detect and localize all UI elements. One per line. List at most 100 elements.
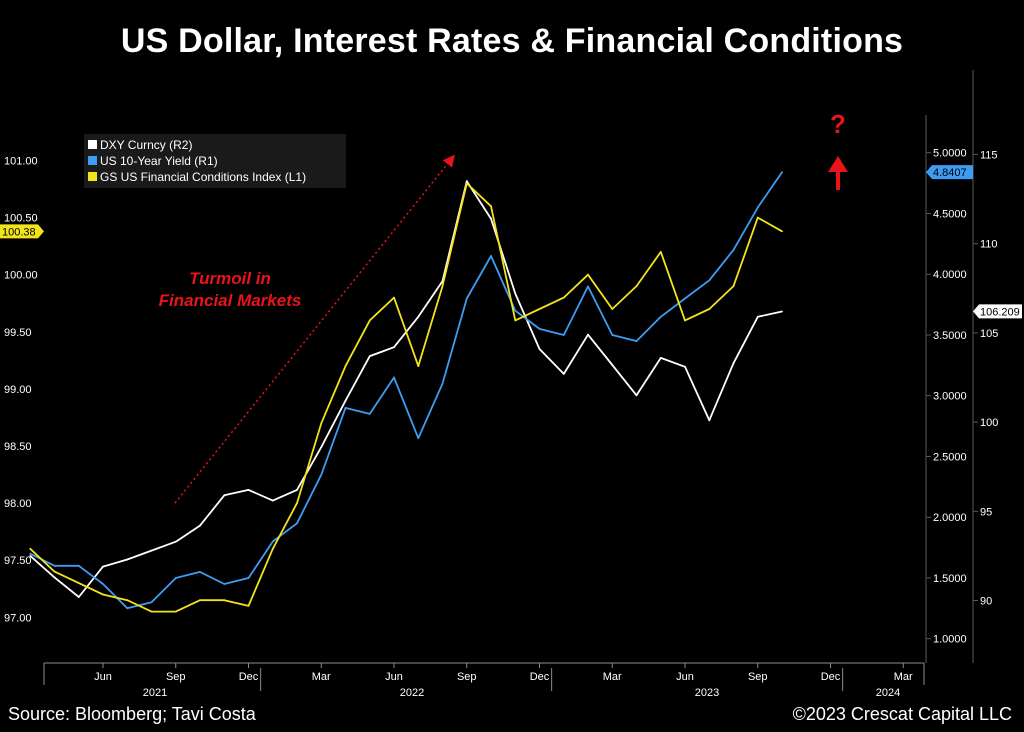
data-point bbox=[684, 297, 686, 300]
x-tick-label: Mar bbox=[603, 671, 622, 683]
data-point bbox=[320, 446, 323, 448]
data-point bbox=[53, 576, 56, 579]
data-point bbox=[344, 399, 347, 402]
data-point bbox=[781, 230, 783, 233]
data-point bbox=[368, 319, 371, 322]
data-point bbox=[417, 365, 420, 367]
data-point bbox=[29, 547, 32, 550]
x-tick-label: Jun bbox=[385, 671, 403, 683]
x-tick-label: Dec bbox=[530, 671, 550, 683]
data-point bbox=[393, 346, 395, 349]
data-point bbox=[514, 292, 517, 295]
r2-axis-tick-label: 90 bbox=[980, 596, 992, 608]
data-point bbox=[417, 437, 420, 440]
source-note: Source: Bloomberg; Tavi Costa bbox=[8, 704, 256, 724]
r2-last-value-text: 106.209 bbox=[980, 306, 1020, 318]
legend-label: US 10-Year Yield (R1) bbox=[100, 154, 218, 168]
r1-axis-tick-label: 3.0000 bbox=[933, 391, 967, 403]
data-point bbox=[320, 473, 323, 476]
data-point bbox=[756, 216, 759, 219]
r2-axis-tick-label: 110 bbox=[980, 239, 998, 251]
r1-axis-tick-label: 2.0000 bbox=[933, 512, 967, 524]
data-point bbox=[393, 296, 395, 299]
legend-label: DXY Curncy (R2) bbox=[100, 138, 192, 152]
data-point bbox=[77, 564, 80, 567]
data-point bbox=[150, 601, 153, 604]
data-point bbox=[102, 565, 104, 568]
copyright-note: ©2023 Crescat Capital LLC bbox=[792, 704, 1012, 724]
left-last-value-text: 100.38 bbox=[2, 226, 36, 238]
r2-last-value-tag bbox=[973, 304, 1022, 319]
data-point bbox=[247, 605, 250, 607]
data-point bbox=[635, 340, 638, 342]
data-point bbox=[223, 599, 226, 602]
data-point bbox=[708, 279, 711, 282]
data-point bbox=[441, 285, 444, 287]
data-point bbox=[635, 285, 638, 287]
data-point bbox=[708, 308, 711, 310]
data-point bbox=[514, 309, 517, 312]
data-point bbox=[587, 273, 589, 276]
data-point bbox=[490, 217, 492, 220]
data-point bbox=[417, 315, 420, 318]
data-point bbox=[611, 334, 614, 336]
r1-axis-tick-label: 4.5000 bbox=[933, 208, 967, 220]
data-point bbox=[659, 315, 662, 318]
data-point bbox=[174, 610, 177, 613]
legend-swatch bbox=[88, 140, 97, 149]
r2-axis-tick-label: 95 bbox=[980, 506, 992, 518]
annotation-group: Turmoil in Financial Markets? bbox=[159, 109, 848, 504]
x-tick-label: Dec bbox=[821, 671, 841, 683]
data-point bbox=[150, 610, 153, 613]
left-axis-tick-label: 101.00 bbox=[4, 156, 38, 168]
data-point bbox=[659, 357, 662, 359]
data-point bbox=[538, 328, 541, 330]
r1-axis-tick-label: 1.5000 bbox=[933, 573, 967, 585]
x-tick-label: Sep bbox=[457, 671, 477, 683]
data-point bbox=[53, 564, 56, 567]
data-point bbox=[271, 547, 274, 550]
left-axis-tick-label: 99.50 bbox=[4, 327, 32, 339]
data-point bbox=[174, 540, 177, 543]
data-point bbox=[781, 171, 783, 174]
data-point bbox=[562, 373, 565, 375]
data-point bbox=[465, 297, 468, 300]
data-point bbox=[441, 382, 444, 385]
data-point bbox=[490, 255, 492, 257]
chart-title: US Dollar, Interest Rates & Financial Co… bbox=[120, 22, 904, 60]
x-tick-label: Dec bbox=[239, 671, 259, 683]
data-point bbox=[659, 251, 662, 253]
annotation-question-mark: ? bbox=[830, 109, 846, 139]
data-point bbox=[344, 365, 347, 367]
x-tick-label: Mar bbox=[894, 671, 913, 683]
legend: DXY Curncy (R2) US 10-Year Yield (R1) GS U… bbox=[84, 134, 346, 188]
x-tick-label: Jun bbox=[676, 671, 694, 683]
data-point bbox=[102, 583, 104, 585]
data-point bbox=[514, 319, 517, 322]
legend-swatch bbox=[88, 172, 97, 181]
x-tick-label: Sep bbox=[166, 671, 186, 683]
x-tick-label: Jun bbox=[94, 671, 112, 683]
data-point bbox=[223, 583, 226, 585]
data-point bbox=[199, 524, 201, 527]
annotation-turmoil-line1: Turmoil in bbox=[189, 269, 271, 288]
data-point bbox=[393, 376, 395, 379]
series-line-l1 bbox=[29, 182, 783, 613]
data-point bbox=[562, 296, 565, 299]
last-value-tags: 100.38 4.8407 106.209 bbox=[0, 165, 1022, 319]
legend-box bbox=[84, 134, 346, 188]
data-point bbox=[611, 308, 614, 310]
legend-swatch bbox=[88, 156, 97, 165]
data-point bbox=[587, 333, 589, 336]
data-point bbox=[126, 558, 129, 561]
data-point bbox=[296, 502, 298, 504]
data-point bbox=[223, 494, 226, 497]
left-axis-tick-label: 99.00 bbox=[4, 384, 32, 396]
left-axis-tick-label: 98.50 bbox=[4, 441, 32, 453]
data-point bbox=[465, 182, 468, 185]
data-point bbox=[465, 180, 468, 183]
year-label: 2022 bbox=[400, 687, 424, 699]
plot-series bbox=[29, 171, 783, 613]
data-point bbox=[199, 599, 201, 602]
